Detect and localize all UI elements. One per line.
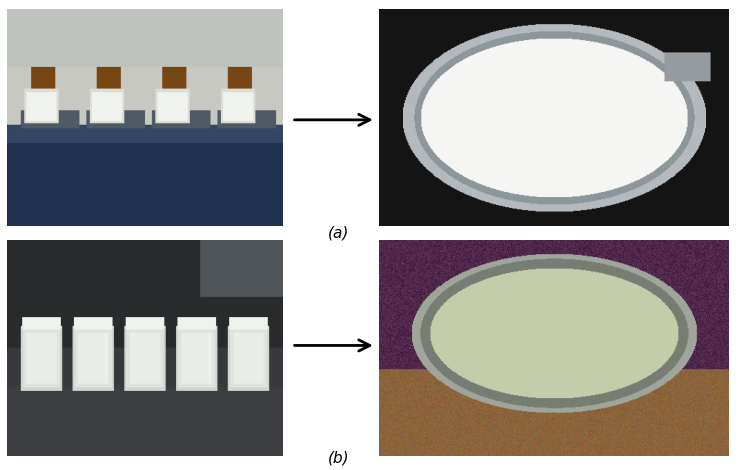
Text: (b): (b) — [327, 451, 350, 466]
Text: (a): (a) — [328, 225, 349, 240]
